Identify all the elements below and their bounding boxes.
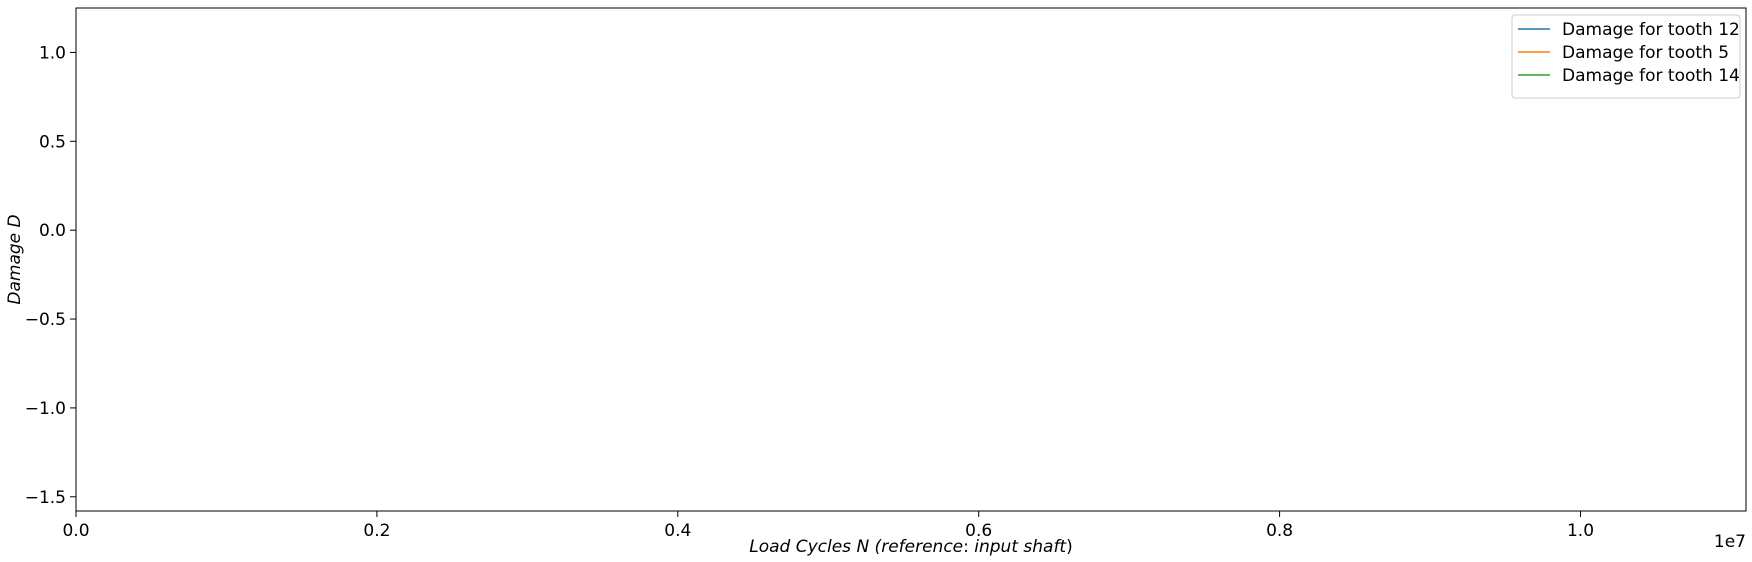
y-tick-label: 0.5 — [39, 132, 66, 152]
legend-box — [1511, 14, 1741, 99]
y-tick-label: 0.0 — [39, 221, 66, 241]
x-axis-offset-label: 1e7 — [1714, 532, 1746, 552]
x-tick-label: 0.0 — [62, 521, 89, 541]
x-tick-label: 0.8 — [1266, 521, 1293, 541]
x-tick-label: 0.4 — [664, 521, 691, 541]
y-axis-label: Damage D — [5, 214, 25, 304]
legend-entry-label: Damage for tooth 14 — [1562, 66, 1740, 86]
plot-frame — [75, 7, 1747, 512]
x-axis-label-part: reference — [881, 537, 963, 557]
x-axis-label: Load Cycles N (reference: input shaft) — [749, 537, 1073, 557]
x-axis-label-part: ) — [1066, 537, 1073, 557]
legend: Damage for tooth 12 Damage for tooth 5 Dam… — [1511, 14, 1741, 99]
x-axis-ticks: 0.0 0.2 0.4 0.6 0.8 1.0 — [62, 511, 1594, 541]
x-axis-label-part: : — [963, 537, 974, 557]
x-tick-label: 0.6 — [965, 521, 992, 541]
legend-entry-label: Damage for tooth 12 — [1562, 20, 1740, 40]
y-tick-label: −0.5 — [25, 310, 66, 330]
y-tick-label: −1.0 — [25, 399, 66, 419]
y-axis-ticks: 1.0 0.5 0.0 −0.5 −1.0 −1.5 — [25, 43, 76, 508]
y-tick-label: −1.5 — [25, 488, 66, 508]
legend-entry-label: Damage for tooth 5 — [1562, 43, 1729, 63]
x-tick-label: 1.0 — [1567, 521, 1594, 541]
y-tick-label: 1.0 — [39, 43, 66, 63]
x-axis-label-part: input shaft — [974, 537, 1067, 557]
x-axis-label-part: Load Cycles N ( — [749, 537, 882, 557]
x-tick-label: 0.2 — [363, 521, 390, 541]
plot-area — [76, 8, 1746, 511]
